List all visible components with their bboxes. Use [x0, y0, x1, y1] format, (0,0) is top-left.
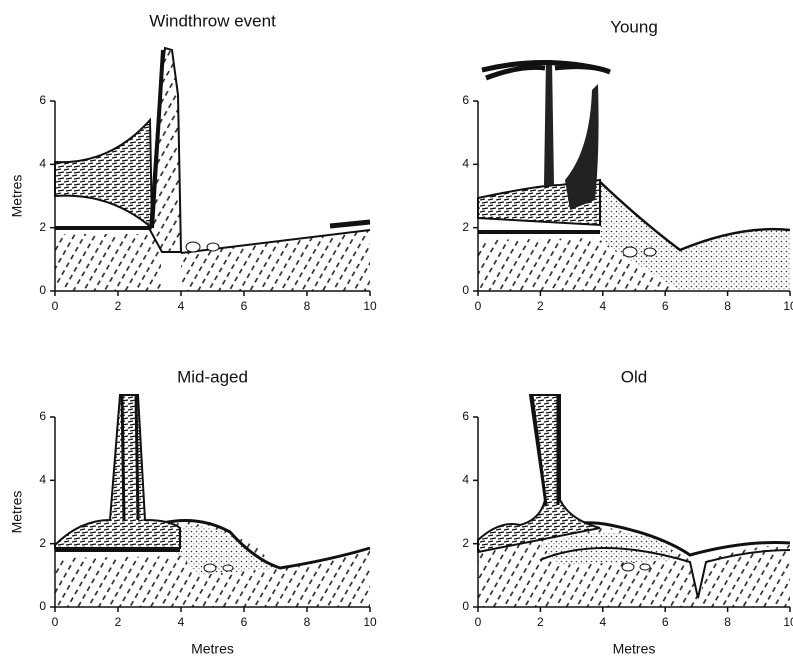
y-axis-label: Metres — [9, 491, 25, 534]
y-tick-label: 4 — [462, 157, 469, 171]
x-tick-label: 0 — [52, 299, 59, 313]
y-tick-label: 4 — [462, 473, 469, 487]
x-tick-label: 10 — [363, 615, 377, 629]
mid-aged-illustration — [54, 394, 371, 607]
x-tick-label: 2 — [537, 615, 544, 629]
x-tick-label: 6 — [241, 615, 248, 629]
y-tick-label: 6 — [39, 409, 46, 423]
y-tick-label: 6 — [462, 93, 469, 107]
x-tick-label: 6 — [662, 615, 669, 629]
windthrow-illustration — [54, 46, 371, 291]
old-illustration — [477, 394, 791, 607]
x-tick-label: 2 — [115, 615, 122, 629]
y-tick-label: 0 — [39, 283, 46, 297]
y-tick-label: 4 — [39, 157, 46, 171]
y-tick-label: 4 — [39, 473, 46, 487]
x-tick-label: 4 — [599, 615, 606, 629]
x-tick-label: 10 — [783, 615, 793, 629]
x-tick-label: 6 — [662, 299, 669, 313]
young-illustration — [477, 60, 791, 291]
x-tick-label: 6 — [241, 299, 248, 313]
y-tick-label: 2 — [462, 536, 469, 550]
x-tick-label: 4 — [599, 299, 606, 313]
x-axis-label: Metres — [191, 641, 234, 657]
y-tick-label: 2 — [39, 220, 46, 234]
x-tick-label: 8 — [304, 299, 311, 313]
x-tick-label: 0 — [52, 615, 59, 629]
x-tick-label: 2 — [537, 299, 544, 313]
y-tick-label: 0 — [462, 599, 469, 613]
x-tick-label: 10 — [783, 299, 793, 313]
x-axis-label: Metres — [613, 641, 656, 657]
x-tick-label: 8 — [724, 615, 731, 629]
panel-title: Old — [621, 367, 647, 386]
x-tick-label: 2 — [115, 299, 122, 313]
y-tick-label: 0 — [462, 283, 469, 297]
y-tick-label: 2 — [462, 220, 469, 234]
x-tick-label: 10 — [363, 299, 377, 313]
panel-title: Young — [610, 17, 658, 36]
x-tick-label: 8 — [304, 615, 311, 629]
x-tick-label: 0 — [475, 615, 482, 629]
y-tick-label: 6 — [39, 93, 46, 107]
y-tick-label: 2 — [39, 536, 46, 550]
panel-title: Windthrow event — [149, 11, 276, 30]
y-tick-label: 0 — [39, 599, 46, 613]
x-tick-label: 0 — [475, 299, 482, 313]
x-tick-label: 4 — [178, 299, 185, 313]
y-axis-label: Metres — [9, 175, 25, 218]
x-tick-label: 8 — [724, 299, 731, 313]
x-tick-label: 4 — [178, 615, 185, 629]
y-tick-label: 6 — [462, 409, 469, 423]
panel-title: Mid-aged — [177, 367, 248, 386]
